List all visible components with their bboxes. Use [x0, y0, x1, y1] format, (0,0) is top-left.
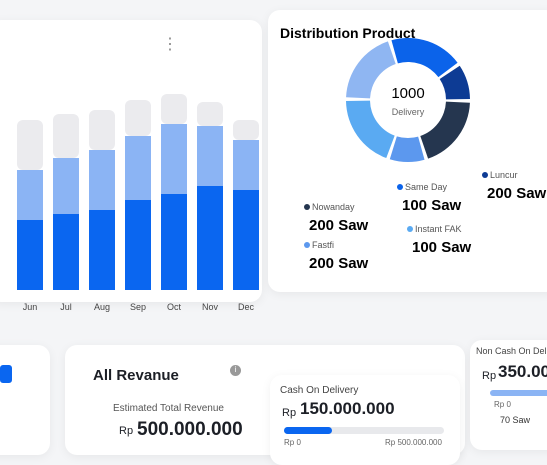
- currency: Rp: [282, 407, 297, 419]
- count-label: 70 Saw: [500, 415, 531, 425]
- min-label: Rp 0: [494, 400, 511, 409]
- dashboard: ⋮ All Revanue Estimated Total Revenue Rp…: [0, 10, 547, 465]
- revenue-title: All Revanue: [93, 367, 179, 384]
- progress-fill: [284, 427, 332, 434]
- icon: [0, 365, 12, 383]
- x-tick-label: Jun: [23, 302, 38, 312]
- noncod-card: Non Cash On Deli Rp 350.00 Rp 0 70 Saw: [470, 340, 547, 450]
- progress-track: [490, 390, 547, 396]
- x-tick-label: Dec: [238, 302, 255, 312]
- x-tick-label: Nov: [202, 302, 219, 312]
- min-label: Rp 0: [284, 438, 301, 447]
- currency: Rp: [482, 370, 497, 382]
- currency: Rp: [119, 425, 134, 437]
- cod-card: Cash On Delivery Rp 150.000.000 Rp 0 Rp …: [270, 375, 460, 465]
- max-label: Rp 500.000.000: [385, 438, 442, 447]
- side-card: [0, 345, 50, 455]
- progress-track: [284, 427, 444, 434]
- menu-icon[interactable]: ⋮: [162, 36, 178, 53]
- x-tick-label: Jul: [60, 302, 72, 312]
- cod-value: 150.000.000: [300, 399, 395, 418]
- revenue-card: All Revanue Estimated Total Revenue Rp 5…: [65, 345, 465, 465]
- sales-card: ⋮: [0, 20, 262, 302]
- x-tick-label: Sep: [130, 302, 146, 312]
- estimated-value: 500.000.000: [137, 419, 243, 440]
- cod-label: Cash On Delivery: [280, 385, 359, 396]
- info-icon[interactable]: i: [230, 365, 241, 376]
- estimated-label: Estimated Total Revenue: [113, 403, 224, 414]
- distribution-card: [268, 10, 547, 292]
- noncod-label: Non Cash On Deli: [476, 346, 547, 356]
- noncod-value: 350.00: [498, 362, 547, 381]
- x-tick-label: Aug: [94, 302, 110, 312]
- x-tick-label: Oct: [167, 302, 182, 312]
